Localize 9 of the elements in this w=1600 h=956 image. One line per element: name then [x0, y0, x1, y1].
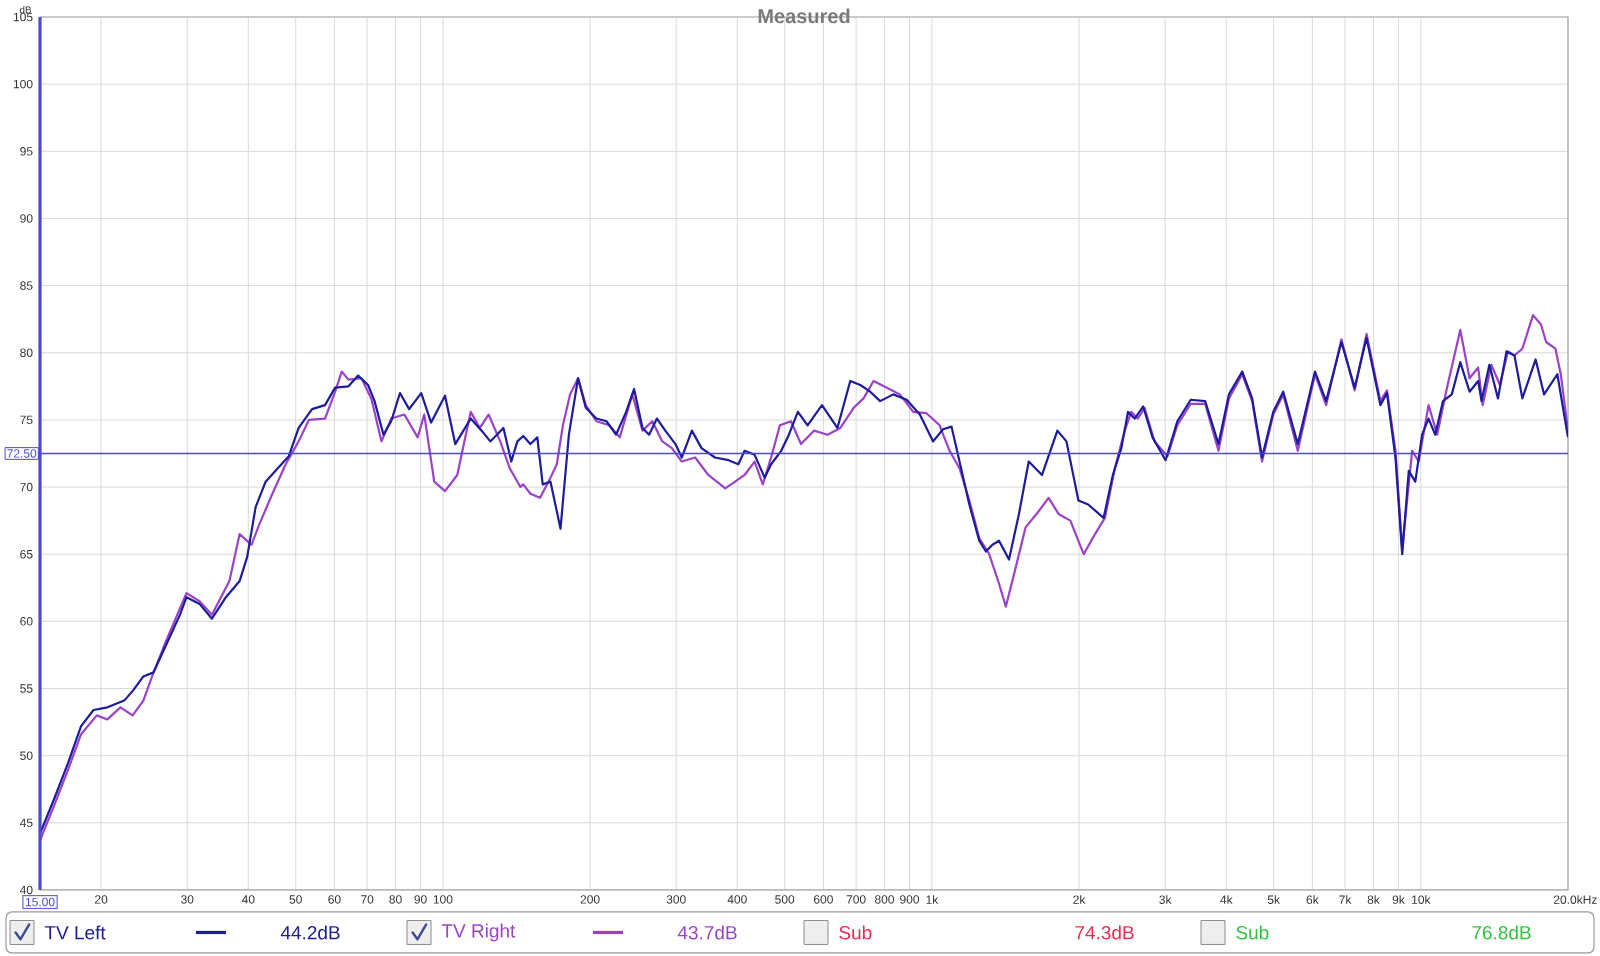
chart-title: Measured	[758, 8, 850, 24]
text: TV Left	[44, 925, 106, 940]
text: 43.7dB	[677, 925, 737, 940]
text: 74.3dB	[1075, 925, 1134, 940]
text: Sub	[1236, 925, 1269, 940]
text: 76.8dB	[1472, 925, 1531, 940]
text: Sub	[839, 925, 872, 940]
text: TV Right	[441, 923, 516, 942]
text: 44.2dB	[280, 925, 340, 940]
